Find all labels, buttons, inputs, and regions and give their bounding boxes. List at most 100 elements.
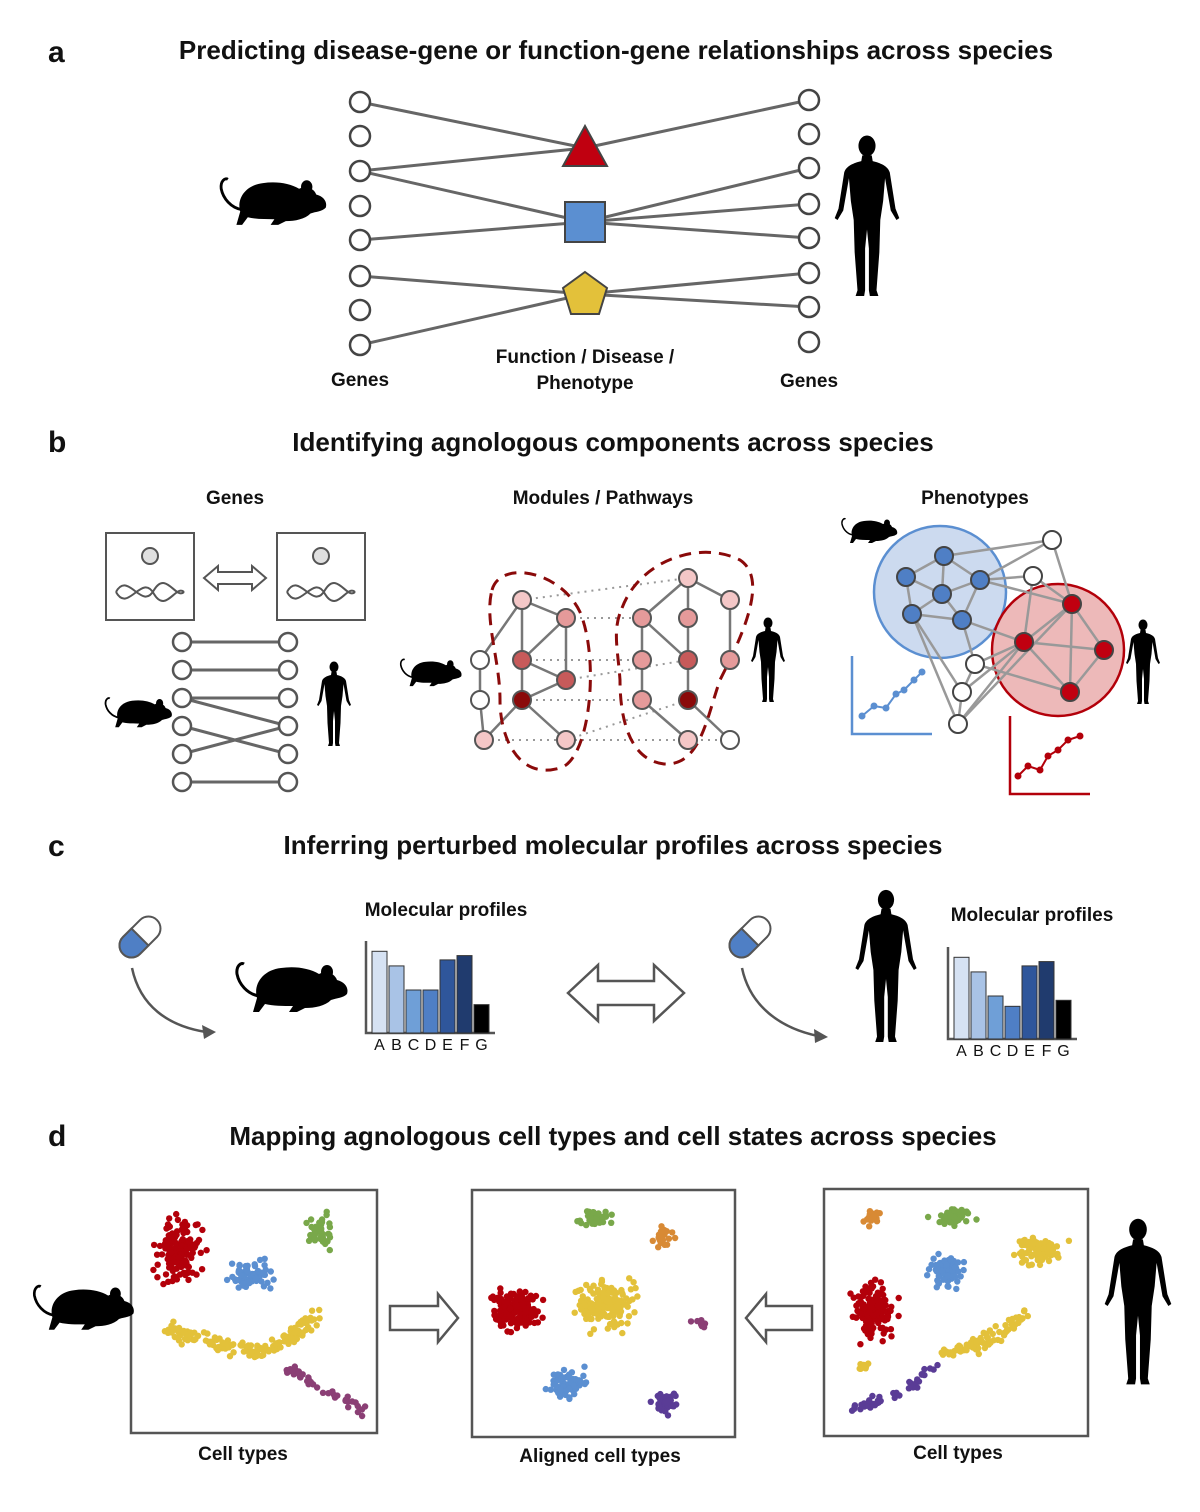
cell-point [577, 1297, 585, 1305]
cell-point [578, 1306, 585, 1313]
mouse-icon [104, 697, 173, 729]
bar-e [1021, 965, 1038, 1040]
cell-point [1000, 1332, 1008, 1339]
panel-a-human-genes [797, 88, 821, 354]
cell-point [506, 1305, 514, 1312]
bar-tick-label: F [1042, 1043, 1052, 1060]
cell-point [595, 1299, 602, 1307]
cell-point [317, 1233, 325, 1240]
cell-point [156, 1242, 164, 1250]
cell-point [292, 1335, 300, 1343]
bar-c [405, 989, 422, 1034]
cell-point [295, 1321, 302, 1328]
pill-icon [723, 910, 777, 964]
cell-point [981, 1344, 989, 1352]
cell-point [1037, 1255, 1045, 1262]
cell-point [184, 1262, 192, 1270]
cell-point [171, 1333, 178, 1341]
cell-point [866, 1397, 873, 1404]
panel-b-letter: b [48, 426, 67, 459]
cell-point [616, 1312, 623, 1320]
cell-point [1045, 1257, 1053, 1265]
panel-b-genes [104, 532, 366, 793]
cell-point [488, 1294, 495, 1302]
cell-point [847, 1290, 854, 1297]
cell-point [670, 1390, 678, 1397]
cell-point [178, 1263, 185, 1270]
cell-point [547, 1386, 554, 1393]
cell-point [565, 1385, 573, 1393]
cell-point [589, 1306, 596, 1313]
cell-point [524, 1295, 532, 1302]
function-square [564, 201, 606, 243]
cell-point [585, 1310, 592, 1318]
mouse-icon [235, 961, 350, 1014]
cell-point [219, 1339, 226, 1346]
cell-point [983, 1334, 991, 1341]
cell-point [1036, 1261, 1044, 1269]
cell-point [1008, 1318, 1015, 1326]
cell-point [326, 1246, 333, 1254]
cell-point [172, 1239, 179, 1247]
bar-tick-label: E [442, 1037, 453, 1054]
cell-point [207, 1339, 214, 1347]
cell-point [303, 1219, 310, 1227]
panel-d-title: Mapping agnologous cell types and cell s… [229, 1121, 997, 1151]
cell-point [150, 1266, 157, 1274]
cell-point [583, 1315, 590, 1323]
cell-point [595, 1210, 602, 1217]
cell-point [173, 1276, 181, 1283]
cell-point [239, 1280, 247, 1287]
cell-point [311, 1231, 319, 1238]
cell-point [319, 1389, 327, 1397]
cell-point [895, 1312, 902, 1320]
cell-point [342, 1396, 349, 1404]
cell-point [185, 1276, 192, 1284]
panel-d-left-caption: Cell types [198, 1444, 288, 1465]
cell-point [224, 1340, 231, 1348]
cell-point [896, 1392, 903, 1399]
module-outlines [488, 550, 755, 772]
bar-e [439, 959, 456, 1034]
cell-point [619, 1329, 626, 1337]
panel-a-edges [359, 98, 810, 347]
cell-point [358, 1412, 366, 1420]
cell-point [943, 1261, 950, 1269]
cell-point [661, 1241, 668, 1249]
cell-point [588, 1315, 595, 1323]
cell-point [960, 1258, 968, 1266]
cell-point [887, 1307, 894, 1315]
cell-point [975, 1337, 982, 1344]
cell-point [855, 1293, 862, 1300]
cell-point [884, 1313, 892, 1321]
panel-b-phenotypes-label: Phenotypes [921, 488, 1029, 509]
cell-point [626, 1275, 633, 1282]
cell-point [936, 1218, 943, 1226]
bar-d [422, 989, 439, 1034]
cell-point [870, 1324, 877, 1332]
cell-point [502, 1299, 510, 1307]
cell-point [954, 1259, 962, 1266]
panel-c-right-profile-title: Molecular profiles [950, 905, 1114, 926]
cell-point [261, 1262, 268, 1269]
cell-point [860, 1325, 868, 1332]
cell-point [882, 1296, 889, 1304]
cell-point [1035, 1241, 1042, 1249]
cell-point [539, 1314, 546, 1321]
panel-d-diagram [32, 1187, 1172, 1439]
cell-point [882, 1302, 889, 1309]
cell-point [874, 1302, 882, 1309]
cell-point [165, 1245, 172, 1252]
cell-point [973, 1216, 980, 1223]
right-arrow-icon [814, 1029, 828, 1043]
cell-point [243, 1343, 250, 1351]
cell-point [542, 1385, 549, 1393]
cell-point [267, 1268, 274, 1275]
cell-point [318, 1216, 326, 1223]
cell-point [246, 1349, 253, 1357]
cell-point [188, 1254, 195, 1262]
mouse-cell-scatter [150, 1208, 369, 1420]
human-phenotype-plot [1008, 716, 1090, 796]
phenotype-nodes [896, 530, 1114, 734]
